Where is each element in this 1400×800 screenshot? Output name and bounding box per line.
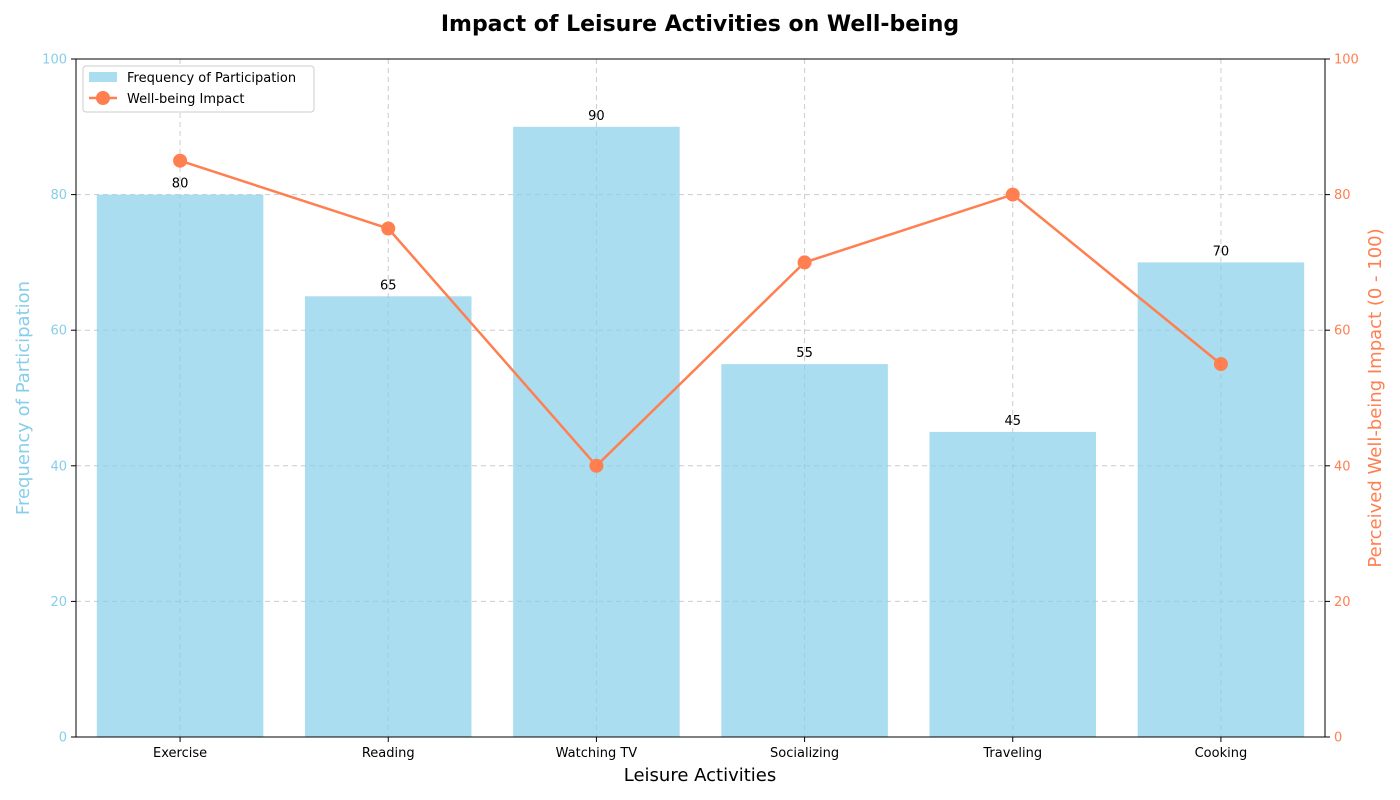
left-tick-label: 80 (50, 188, 67, 203)
legend-bar-label: Frequency of Participation (127, 71, 296, 86)
bar (721, 364, 888, 737)
x-axis: Exercise Reading Watching TV Socializing Tra… (153, 737, 1247, 761)
left-tick-label: 60 (50, 324, 67, 339)
line-point (1213, 357, 1228, 372)
left-y-axis-label: Frequency of Participation (13, 281, 34, 515)
line-point (589, 458, 604, 473)
legend-bar-swatch (89, 72, 117, 82)
right-tick-label: 0 (1334, 731, 1342, 746)
plot-frame (75, 58, 1326, 738)
right-tick-label: 80 (1334, 188, 1351, 203)
left-y-axis: 0 20 40 60 80 100 (42, 53, 76, 746)
x-tick-label: Traveling (982, 746, 1042, 761)
right-tick-label: 100 (1334, 53, 1359, 68)
bar-value-label: 70 (1213, 244, 1230, 259)
bar (513, 126, 680, 738)
bar-value-label: 65 (380, 278, 397, 293)
bar (929, 431, 1097, 737)
bar-value-label: 90 (588, 109, 605, 124)
bar-value-labels: 80 65 90 55 45 70 (172, 109, 1229, 429)
left-tick-label: 0 (59, 731, 67, 746)
bar-value-label: 80 (172, 177, 189, 192)
line-point (173, 153, 188, 168)
grid (76, 58, 1325, 738)
right-tick-label: 40 (1334, 459, 1351, 474)
legend-line-label: Well-being Impact (127, 92, 244, 107)
left-tick-label: 40 (50, 459, 67, 474)
bar (304, 296, 472, 737)
x-tick-label: Cooking (1195, 746, 1248, 761)
bar (96, 194, 264, 738)
legend: Frequency of Participation Well-being Im… (82, 65, 315, 113)
x-tick-label: Exercise (153, 746, 207, 761)
chart-title: Impact of Leisure Activities on Well-bei… (441, 12, 959, 37)
x-tick-label: Reading (362, 746, 415, 761)
x-tick-label: Socializing (770, 746, 839, 761)
x-tick-label: Watching TV (556, 746, 638, 761)
legend-box (82, 65, 315, 113)
line-point (797, 255, 812, 270)
right-tick-label: 20 (1334, 595, 1351, 610)
bar (1137, 262, 1305, 737)
legend-line-marker (96, 91, 110, 105)
x-axis-label: Leisure Activities (624, 765, 777, 786)
right-y-axis: 0 20 40 60 80 100 (1325, 53, 1359, 746)
line-path (179, 159, 1222, 468)
bar-value-label: 55 (796, 346, 813, 361)
line-series (173, 153, 1228, 473)
right-tick-label: 60 (1334, 324, 1351, 339)
bar-series (96, 126, 1305, 738)
left-tick-label: 20 (50, 595, 67, 610)
left-tick-label: 100 (42, 53, 67, 68)
line-point (381, 221, 396, 236)
line-point (1005, 187, 1020, 202)
bar-value-label: 45 (1004, 414, 1021, 429)
right-y-axis-label: Perceived Well-being Impact (0 - 100) (1365, 228, 1386, 567)
